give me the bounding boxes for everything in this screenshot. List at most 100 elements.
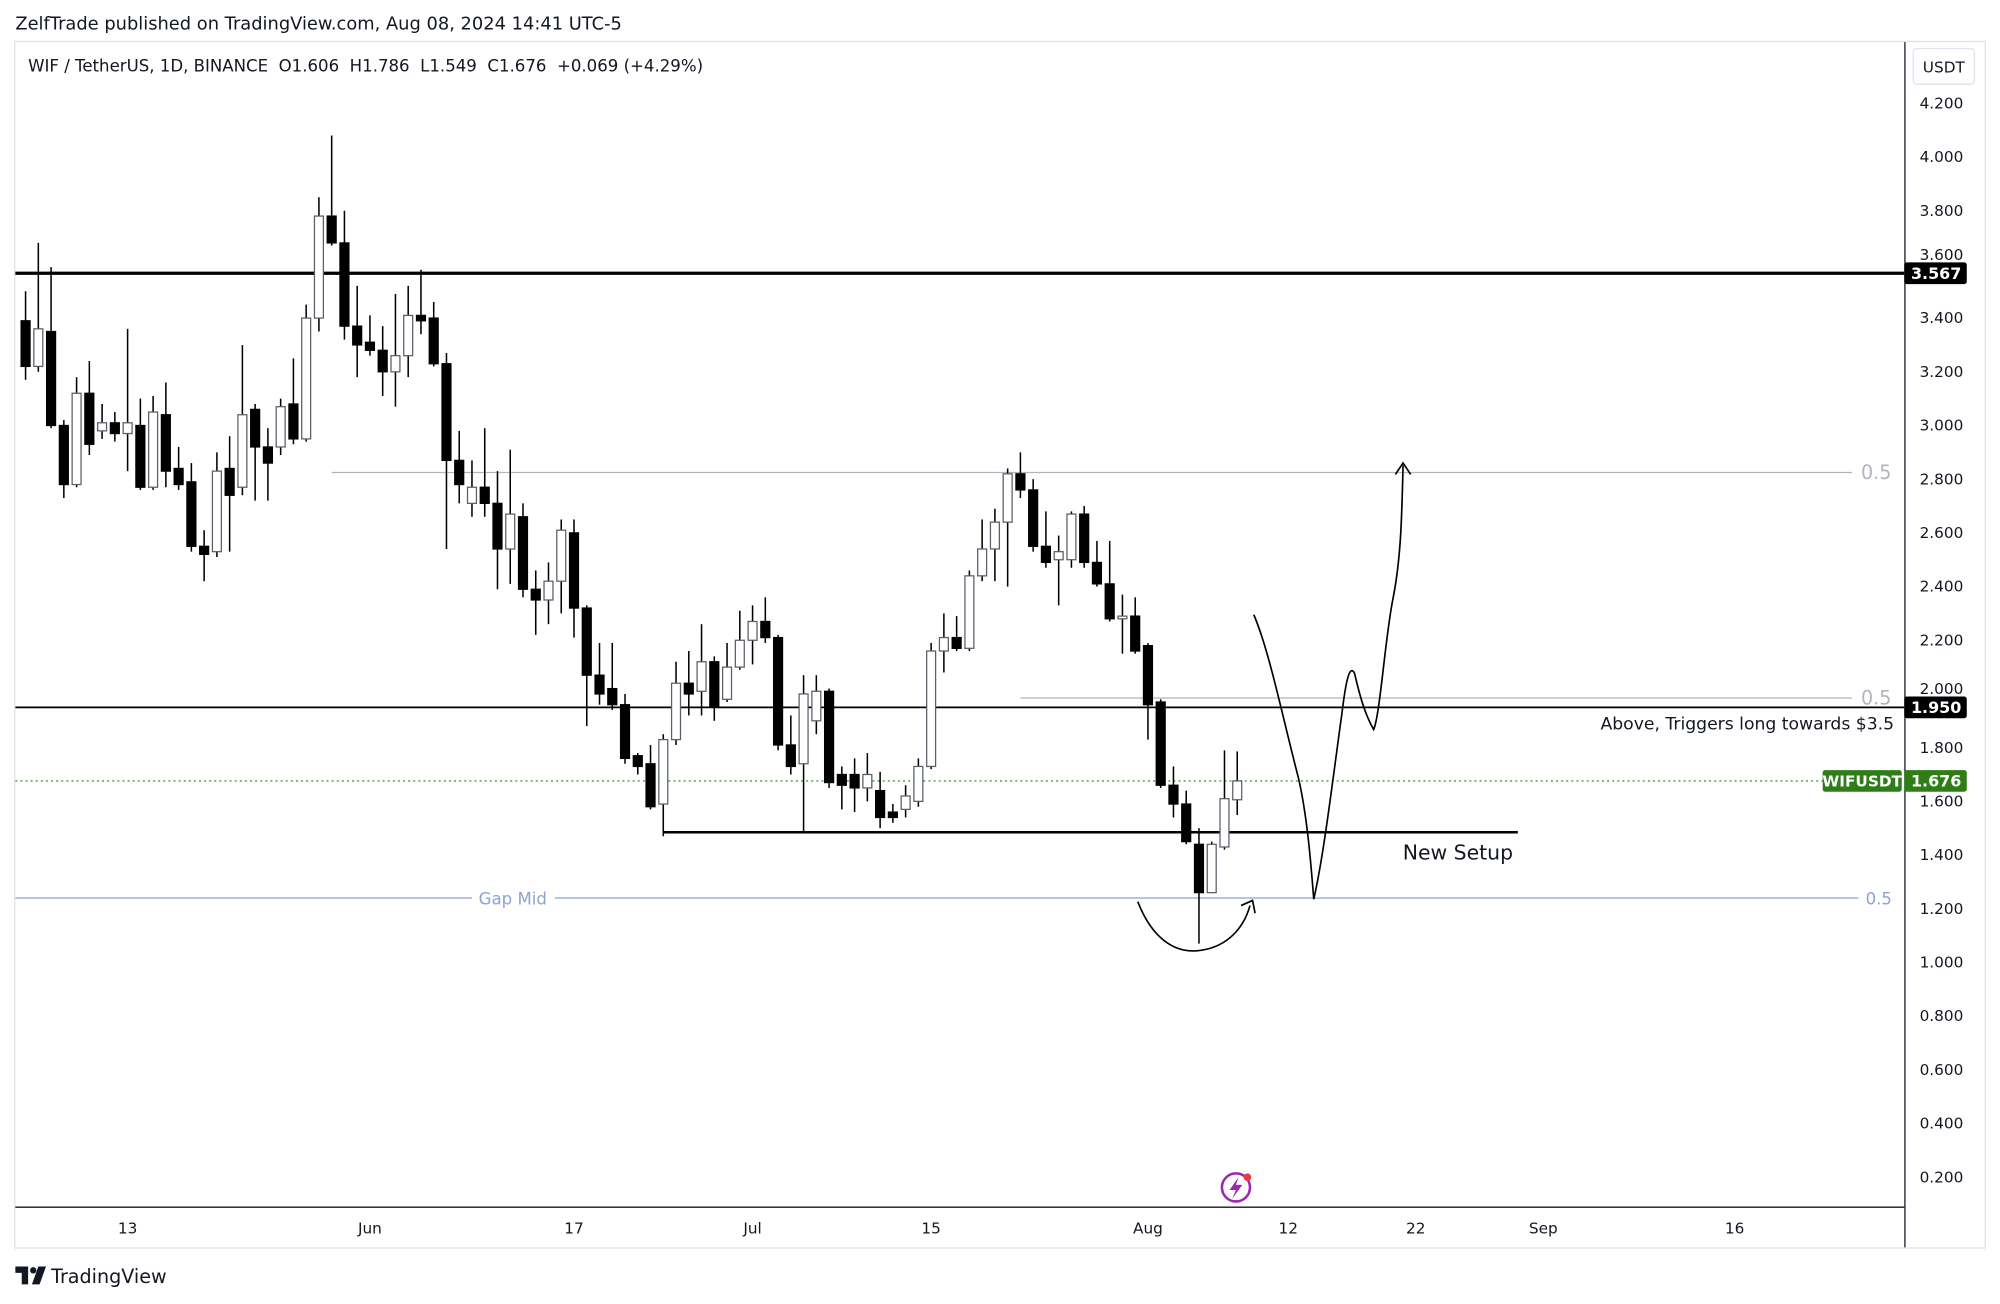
- arrowhead-icon: [1240, 899, 1256, 914]
- candle-down: [849, 773, 860, 789]
- candle-down: [875, 789, 886, 819]
- currency-label: USDT: [1923, 59, 1966, 77]
- candle-up: [734, 639, 745, 668]
- candle-up: [211, 470, 222, 553]
- price-tick: 4.000: [1920, 148, 1964, 166]
- candle-up: [721, 666, 733, 700]
- projection-path-drawing[interactable]: [1253, 465, 1404, 900]
- candle-up: [403, 314, 414, 357]
- candle-up: [237, 414, 248, 488]
- candle-down: [199, 545, 210, 555]
- candle-up: [747, 620, 758, 641]
- candle-down: [454, 459, 465, 486]
- candle-down: [1168, 784, 1179, 805]
- gap-mid-ratio: 0.5: [1866, 889, 1892, 908]
- candle-down: [683, 682, 694, 695]
- tradingview-logo[interactable]: TradingView: [15, 1265, 167, 1288]
- candle-down: [1181, 803, 1192, 843]
- fib-upper-label: 0.5: [1861, 461, 1891, 484]
- time-tick: 17: [564, 1219, 583, 1237]
- trigger-note[interactable]: Above, Triggers long towards $3.5: [1600, 715, 1894, 735]
- candle-down: [581, 607, 592, 676]
- price-tick: 3.200: [1920, 363, 1964, 381]
- candle-down: [1079, 513, 1090, 564]
- price-tick: 1.000: [1920, 954, 1964, 972]
- time-tick: Jul: [742, 1219, 761, 1237]
- candle-up: [989, 521, 1000, 550]
- candle-down: [1104, 583, 1115, 620]
- candle-down: [1142, 644, 1154, 706]
- candle-up: [1117, 615, 1128, 620]
- candle-down: [607, 687, 618, 706]
- symbol-legend[interactable]: WIF / TetherUS, 1D, BINANCE O1.606 H1.78…: [28, 56, 703, 75]
- candle-down: [224, 467, 235, 496]
- candle-up: [1219, 798, 1230, 848]
- candle-up: [390, 355, 401, 373]
- price-tick: 1.600: [1920, 792, 1964, 810]
- price-tick: 2.200: [1920, 631, 1964, 649]
- candle-down: [135, 424, 146, 488]
- candle-down: [262, 446, 274, 464]
- gap-mid-label: Gap Mid: [479, 889, 547, 908]
- candle-down: [1091, 561, 1103, 585]
- last-price-badge: [1904, 770, 1967, 792]
- price-tick: 0.400: [1920, 1115, 1964, 1133]
- chart-frame: [14, 40, 1986, 1249]
- candle-up: [1053, 551, 1064, 561]
- trigger-price: 1.950: [1911, 698, 1961, 717]
- candle-up: [313, 215, 325, 319]
- candle-up: [275, 406, 286, 448]
- candle-down: [836, 773, 847, 786]
- price-tick: 0.600: [1920, 1061, 1964, 1079]
- price-tick: 4.200: [1920, 94, 1964, 112]
- candle-down: [326, 215, 337, 244]
- candle-up: [301, 317, 312, 440]
- candle-down: [377, 349, 388, 373]
- time-axis[interactable]: 13 Jun 17 Jul 15 Aug 12 22 Sep 16: [118, 1219, 1745, 1237]
- price-tick: 2.400: [1920, 578, 1964, 596]
- candle-down: [1015, 473, 1026, 491]
- setup-note[interactable]: New Setup: [1403, 841, 1513, 865]
- candle-up: [670, 682, 682, 741]
- price-tick: 0.200: [1920, 1168, 1964, 1186]
- trigger-price-badge: [1904, 696, 1967, 719]
- candle-up: [977, 548, 988, 577]
- candle-down: [45, 330, 57, 427]
- time-tick: 12: [1279, 1219, 1298, 1237]
- curved-arrow-drawing[interactable]: [1136, 901, 1251, 952]
- candle-up: [964, 575, 975, 649]
- price-tick: 2.000: [1920, 680, 1964, 698]
- candle-down: [173, 467, 184, 486]
- candle-up: [33, 328, 44, 368]
- price-tick: 3.800: [1920, 202, 1964, 220]
- currency-button[interactable]: [1912, 47, 1976, 85]
- candle-down: [1193, 843, 1205, 894]
- candle-up: [900, 795, 911, 811]
- symbol-badge-text: WIFUSDT: [1822, 773, 1902, 791]
- candle-down: [823, 690, 835, 784]
- price-tick: 0.800: [1920, 1007, 1964, 1025]
- candle-up: [505, 513, 516, 550]
- candle-up: [938, 636, 949, 652]
- candle-up: [1002, 473, 1013, 523]
- publish-header: ZelfTrade published on TradingView.com, …: [15, 13, 622, 34]
- candle-up: [798, 693, 809, 765]
- time-tick: Aug: [1133, 1219, 1163, 1237]
- symbol-badge: [1822, 770, 1902, 792]
- price-tick: 2.800: [1920, 470, 1964, 488]
- candle-down: [619, 704, 631, 760]
- footer-brand: TradingView: [50, 1265, 167, 1288]
- lightning-icon[interactable]: [1220, 1172, 1252, 1203]
- candle-down: [186, 481, 197, 547]
- candle-down: [1155, 701, 1166, 786]
- candle-down: [428, 317, 439, 365]
- candle-up: [148, 411, 159, 488]
- price-axis[interactable]: 4.200 4.000 3.800 3.600 3.400 3.200 3.000 2.800…: [1920, 94, 1964, 1186]
- price-tick: 3.600: [1920, 246, 1964, 264]
- candle-up: [862, 773, 873, 789]
- candle-up: [926, 650, 937, 768]
- time-tick: Sep: [1529, 1219, 1558, 1237]
- time-tick: 15: [921, 1219, 940, 1237]
- candle-up: [913, 765, 924, 802]
